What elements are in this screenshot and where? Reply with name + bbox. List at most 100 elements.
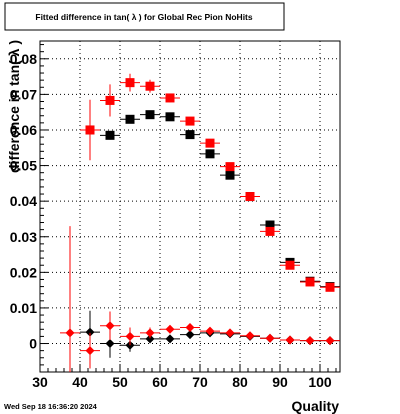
data-point bbox=[160, 112, 180, 122]
data-point bbox=[120, 327, 140, 346]
data-point bbox=[180, 130, 200, 140]
square-marker bbox=[225, 170, 235, 180]
y-tick-label: 0.04 bbox=[10, 193, 37, 209]
diamond-marker bbox=[225, 328, 235, 338]
plot-frame bbox=[39, 40, 341, 373]
chart-title: Fitted difference in tan( λ ) for Global… bbox=[35, 12, 253, 22]
square-marker bbox=[145, 81, 155, 91]
x-tick-labels: 30 40 50 60 70 80 90 100 bbox=[32, 374, 332, 390]
diamond-marker bbox=[245, 331, 255, 341]
data-point bbox=[100, 130, 120, 140]
data-point bbox=[140, 79, 160, 93]
data-points bbox=[60, 73, 340, 372]
axis-ticks bbox=[39, 44, 337, 373]
square-marker bbox=[125, 78, 135, 88]
y-tick-label: 0.01 bbox=[10, 300, 37, 316]
square-marker bbox=[105, 130, 115, 140]
diamond-marker bbox=[85, 327, 95, 337]
x-tick-label: 70 bbox=[192, 374, 208, 390]
data-point bbox=[240, 331, 260, 341]
data-point bbox=[240, 192, 260, 202]
x-tick-label: 100 bbox=[308, 374, 332, 390]
data-point bbox=[200, 149, 220, 159]
x-tick-label: 40 bbox=[72, 374, 88, 390]
y-tick-label: 0.02 bbox=[10, 264, 37, 280]
data-point bbox=[80, 332, 100, 369]
data-point bbox=[120, 114, 140, 124]
data-point bbox=[80, 99, 100, 161]
square-marker bbox=[305, 277, 315, 287]
x-tick-label: 80 bbox=[232, 374, 248, 390]
y-tick-label: 0.07 bbox=[10, 86, 37, 102]
diamond-marker bbox=[205, 326, 215, 336]
data-point bbox=[160, 93, 180, 103]
data-point bbox=[300, 336, 320, 346]
data-point bbox=[220, 328, 240, 338]
diamond-marker bbox=[305, 336, 315, 346]
data-point bbox=[200, 326, 220, 336]
diamond-marker bbox=[165, 334, 175, 344]
diamond-marker bbox=[125, 331, 135, 341]
data-point bbox=[120, 73, 140, 92]
square-marker bbox=[285, 260, 295, 270]
diamond-marker bbox=[285, 335, 295, 345]
square-marker bbox=[265, 220, 275, 230]
data-point bbox=[180, 323, 200, 333]
square-marker bbox=[265, 226, 275, 236]
data-point bbox=[140, 110, 160, 120]
diamond-marker bbox=[265, 333, 275, 343]
diamond-marker bbox=[85, 346, 95, 356]
data-point bbox=[300, 277, 320, 287]
x-tick-label: 30 bbox=[32, 374, 48, 390]
diamond-marker bbox=[105, 339, 115, 349]
diamond-marker bbox=[325, 336, 335, 346]
square-marker bbox=[225, 162, 235, 172]
data-point bbox=[280, 335, 300, 345]
diamond-marker bbox=[145, 334, 155, 344]
data-point bbox=[220, 170, 240, 180]
square-marker bbox=[85, 125, 95, 135]
square-marker bbox=[205, 149, 215, 159]
data-point bbox=[100, 84, 120, 117]
y-axis-title: difference in tan( λ ) bbox=[6, 40, 22, 173]
diamond-marker bbox=[165, 324, 175, 334]
data-point bbox=[320, 336, 340, 346]
square-marker bbox=[125, 114, 135, 124]
data-point bbox=[60, 226, 80, 372]
data-point bbox=[220, 162, 240, 172]
y-tick-label: 0.08 bbox=[10, 51, 37, 67]
x-axis-title: Quality bbox=[292, 398, 340, 414]
data-point bbox=[260, 226, 280, 236]
diamond-marker bbox=[105, 321, 115, 331]
x-tick-label: 90 bbox=[272, 374, 288, 390]
data-point bbox=[160, 334, 180, 344]
data-point bbox=[100, 311, 120, 340]
y-tick-label: 0.03 bbox=[10, 229, 37, 245]
data-point bbox=[260, 333, 280, 343]
data-point bbox=[200, 138, 220, 148]
data-point bbox=[280, 260, 300, 270]
timestamp: Wed Sep 18 16:36:20 2024 bbox=[4, 402, 98, 411]
x-tick-label: 60 bbox=[152, 374, 168, 390]
square-marker bbox=[185, 116, 195, 126]
data-point bbox=[180, 330, 200, 340]
y-tick-label: 0.05 bbox=[10, 158, 37, 174]
data-point bbox=[160, 324, 180, 334]
diamond-marker bbox=[65, 328, 75, 338]
data-point bbox=[320, 282, 340, 292]
square-marker bbox=[165, 112, 175, 122]
y-tick-label: 0.06 bbox=[10, 122, 37, 138]
square-marker bbox=[105, 95, 115, 105]
square-marker bbox=[185, 130, 195, 140]
square-marker bbox=[245, 192, 255, 202]
data-point bbox=[100, 329, 120, 358]
y-tick-labels: 0 0.01 0.02 0.03 0.04 0.05 0.06 0.07 0.08 bbox=[10, 51, 37, 352]
data-point bbox=[140, 327, 160, 339]
x-tick-label: 50 bbox=[112, 374, 128, 390]
title-box: Fitted difference in tan( λ ) for Global… bbox=[4, 2, 285, 31]
diamond-marker bbox=[185, 323, 195, 333]
square-marker bbox=[165, 93, 175, 103]
diamond-marker bbox=[145, 328, 155, 338]
data-point bbox=[180, 116, 200, 126]
